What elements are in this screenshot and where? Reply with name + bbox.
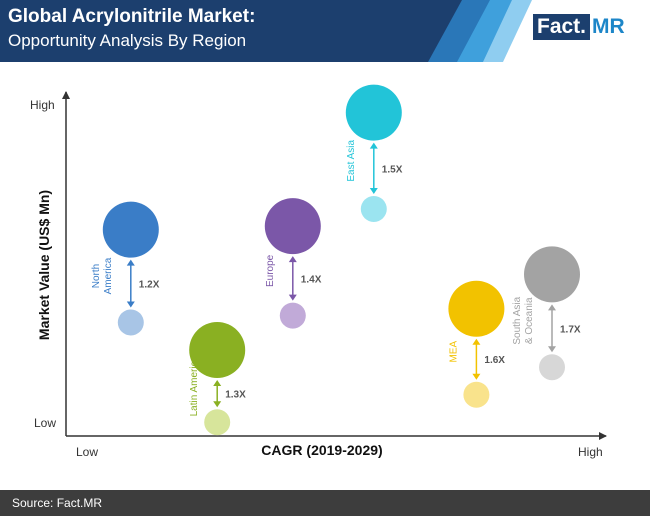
mea-arrowhead-down bbox=[472, 373, 481, 380]
x-axis-title: CAGR (2019-2029) bbox=[261, 442, 382, 458]
north-america-region-label: America bbox=[103, 257, 114, 294]
east-asia-arrowhead-up bbox=[369, 142, 378, 149]
latin-america-bubble-small bbox=[204, 409, 231, 436]
y-axis-title: Market Value (US$ Mn) bbox=[36, 190, 52, 340]
x-axis-high-label: High bbox=[578, 445, 603, 459]
bubble-series-group: 1.2X North America 1.3X Latin America 1.4X Eur… bbox=[91, 84, 581, 436]
footer-bar: Source: Fact.MR bbox=[0, 490, 650, 516]
mea-arrowhead-up bbox=[472, 338, 481, 345]
east-asia-region-label: East Asia bbox=[346, 140, 357, 182]
mea-bubble-large bbox=[448, 280, 505, 337]
east-asia-bubble-small bbox=[360, 195, 387, 222]
north-america-arrowhead-down bbox=[126, 301, 135, 308]
east-asia-multiplier-label: 1.5X bbox=[382, 164, 403, 175]
source-text: Source: Fact.MR bbox=[12, 496, 103, 510]
bubble-chart: High Low Low High CAGR (2019-2029) Marke… bbox=[30, 84, 607, 459]
latin-america-region-label: Latin America bbox=[189, 355, 200, 416]
chart-subtitle: Opportunity Analysis By Region bbox=[8, 31, 247, 50]
north-america-bubble-large bbox=[102, 201, 159, 258]
south-asia-and-oceania-bubble-small bbox=[539, 354, 565, 381]
south-asia-and-oceania-multiplier-label: 1.7X bbox=[560, 324, 581, 335]
y-axis-low-label: Low bbox=[34, 416, 56, 430]
latin-america-arrowhead-down bbox=[213, 401, 222, 408]
x-axis-low-label: Low bbox=[76, 445, 98, 459]
north-america-region-label: North bbox=[91, 264, 102, 288]
latin-america-multiplier-label: 1.3X bbox=[225, 390, 246, 401]
header-background bbox=[0, 0, 532, 62]
north-america-multiplier-label: 1.2X bbox=[139, 280, 160, 291]
europe-arrowhead-up bbox=[288, 256, 297, 263]
east-asia-bubble-large bbox=[345, 84, 402, 141]
mea-multiplier-label: 1.6X bbox=[484, 355, 505, 366]
region-east-asia: 1.5X East Asia bbox=[345, 84, 403, 222]
region-mea: 1.6X MEA bbox=[448, 280, 505, 408]
south-asia-and-oceania-region-label: & Oceania bbox=[524, 297, 535, 344]
east-asia-arrowhead-down bbox=[369, 187, 378, 194]
region-north-america: 1.2X North America bbox=[91, 201, 160, 336]
europe-region-label: Europe bbox=[265, 254, 276, 287]
chart-title: Global Acrylonitrile Market: bbox=[8, 6, 256, 27]
north-america-bubble-small bbox=[117, 309, 144, 336]
latin-america-arrowhead-up bbox=[213, 380, 222, 386]
south-asia-and-oceania-arrowhead-down bbox=[548, 346, 556, 353]
factmr-logo: Fact. MR bbox=[533, 14, 625, 40]
region-south-asia-and-oceania: 1.7X South Asia & Oceania bbox=[512, 246, 581, 381]
mea-region-label: MEA bbox=[448, 341, 459, 363]
europe-multiplier-label: 1.4X bbox=[301, 274, 322, 285]
north-america-arrowhead-up bbox=[126, 259, 135, 266]
header-banner: Global Acrylonitrile Market: Opportunity… bbox=[0, 0, 650, 62]
south-asia-and-oceania-bubble-large bbox=[524, 246, 580, 303]
latin-america-bubble-large bbox=[189, 322, 246, 378]
south-asia-and-oceania-region-label: South Asia bbox=[512, 296, 523, 344]
mea-bubble-small bbox=[463, 381, 490, 408]
region-europe: 1.4X Europe bbox=[264, 198, 322, 329]
logo-mr-text: MR bbox=[592, 15, 625, 38]
region-latin-america: 1.3X Latin America bbox=[189, 322, 246, 436]
south-asia-and-oceania-arrowhead-up bbox=[548, 304, 556, 311]
logo-fact-text: Fact. bbox=[533, 14, 591, 40]
europe-bubble-large bbox=[264, 198, 321, 255]
europe-bubble-small bbox=[279, 302, 306, 329]
europe-arrowhead-down bbox=[288, 294, 297, 301]
y-axis-high-label: High bbox=[30, 98, 55, 112]
